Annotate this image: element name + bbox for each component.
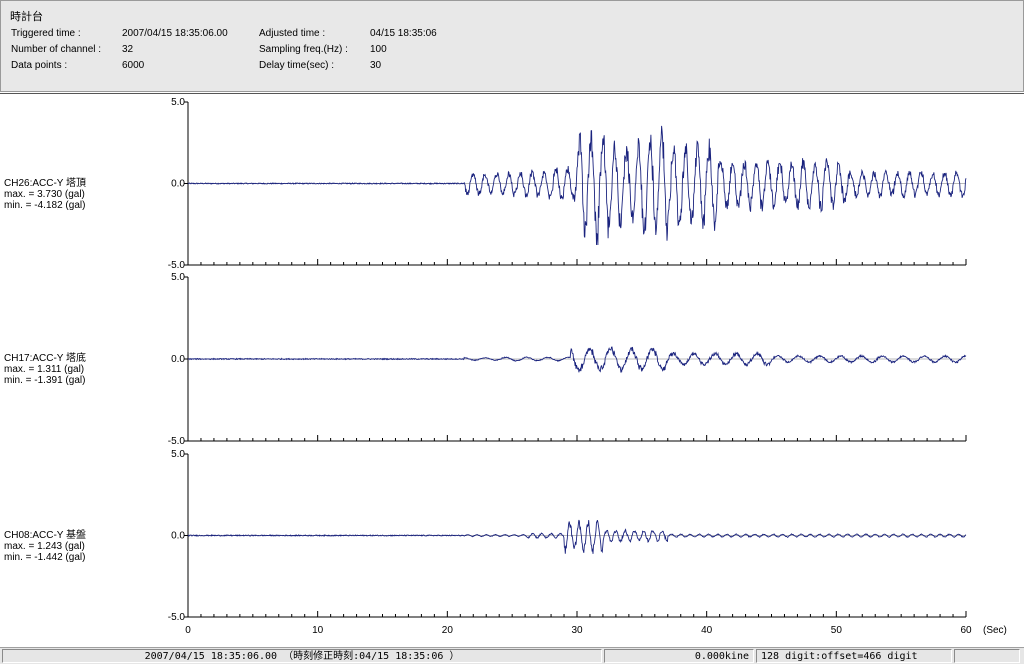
x-tick-label: 60 [960, 625, 972, 636]
waveform-plot-area: CH26:ACC-Y 塔頂 max. = 3.730 (gal) min. = … [0, 93, 1024, 646]
sampling-freq-value: 100 [370, 44, 387, 55]
waveform-chart: 5.00.0-5.05.00.0-5.05.00.0-5.00 10 20 30 40 5… [168, 97, 1007, 636]
delay-time-label: Delay time(sec) : [259, 60, 335, 71]
y-tick-label: 5.0 [171, 272, 185, 283]
x-tick-label: 30 [571, 625, 583, 636]
waveform-trace [187, 519, 967, 554]
x-tick-label: 20 [442, 625, 454, 636]
x-axis-unit: (Sec) [983, 625, 1007, 636]
channel-min: min. = -1.391 (gal) [4, 375, 86, 386]
status-digit: 128 digit:offset=466 digit [756, 649, 952, 663]
waveform-trace [187, 125, 967, 246]
status-empty-pane [954, 649, 1020, 663]
channel-name: CH08:ACC-Y 基盤 [4, 530, 87, 541]
y-tick-label: -5.0 [168, 436, 186, 447]
channel-count-value: 32 [122, 44, 134, 55]
status-kine: 0.000kine [604, 649, 754, 663]
channel-label-ch26: CH26:ACC-Y 塔頂 max. = 3.730 (gal) min. = … [4, 178, 86, 211]
triggered-time-label: Triggered time : [11, 28, 81, 39]
channel-min: min. = -1.442 (gal) [4, 552, 86, 563]
x-tick-label: 50 [831, 625, 843, 636]
channel-min: min. = -4.182 (gal) [4, 200, 86, 211]
data-points-label: Data points : [11, 60, 68, 71]
y-tick-label: 5.0 [171, 97, 185, 108]
channel-name: CH17:ACC-Y 塔底 [4, 353, 87, 364]
waveform-trace [187, 346, 967, 374]
channel-name: CH26:ACC-Y 塔頂 [4, 178, 87, 189]
x-tick-label: 40 [701, 625, 713, 636]
y-tick-label: 0.0 [171, 354, 185, 365]
status-time: 2007/04/15 18:35:06.00 （時刻修正時刻:04/15 18:… [2, 649, 602, 663]
channel-label-ch08: CH08:ACC-Y 基盤 max. = 1.243 (gal) min. = … [4, 530, 86, 563]
channel-label-ch17: CH17:ACC-Y 塔底 max. = 1.311 (gal) min. = … [4, 353, 86, 386]
x-tick-label: 0 [185, 625, 191, 636]
adjusted-time-value: 04/15 18:35:06 [370, 28, 437, 39]
channel-max: max. = 3.730 (gal) [4, 189, 85, 200]
data-points-value: 6000 [122, 60, 145, 71]
y-tick-label: 0.0 [171, 179, 185, 190]
channel-max: max. = 1.243 (gal) [4, 541, 85, 552]
y-tick-label: 5.0 [171, 449, 185, 460]
y-tick-label: -5.0 [168, 612, 186, 623]
station-title: 時計台 [10, 11, 43, 23]
adjusted-time-label: Adjusted time : [259, 28, 326, 39]
triggered-time-value: 2007/04/15 18:35:06.00 [122, 28, 228, 39]
y-tick-label: 0.0 [171, 531, 185, 542]
y-tick-label: -5.0 [168, 260, 186, 271]
channel-count-label: Number of channel : [11, 44, 102, 55]
status-bar: 2007/04/15 18:35:06.00 （時刻修正時刻:04/15 18:… [0, 647, 1024, 664]
sampling-freq-label: Sampling freq.(Hz) : [259, 44, 348, 55]
x-tick-label: 10 [312, 625, 324, 636]
channel-max: max. = 1.311 (gal) [4, 364, 85, 375]
delay-time-value: 30 [370, 60, 382, 71]
header-panel: 時計台 Triggered time : 2007/04/15 18:35:06… [0, 0, 1024, 92]
